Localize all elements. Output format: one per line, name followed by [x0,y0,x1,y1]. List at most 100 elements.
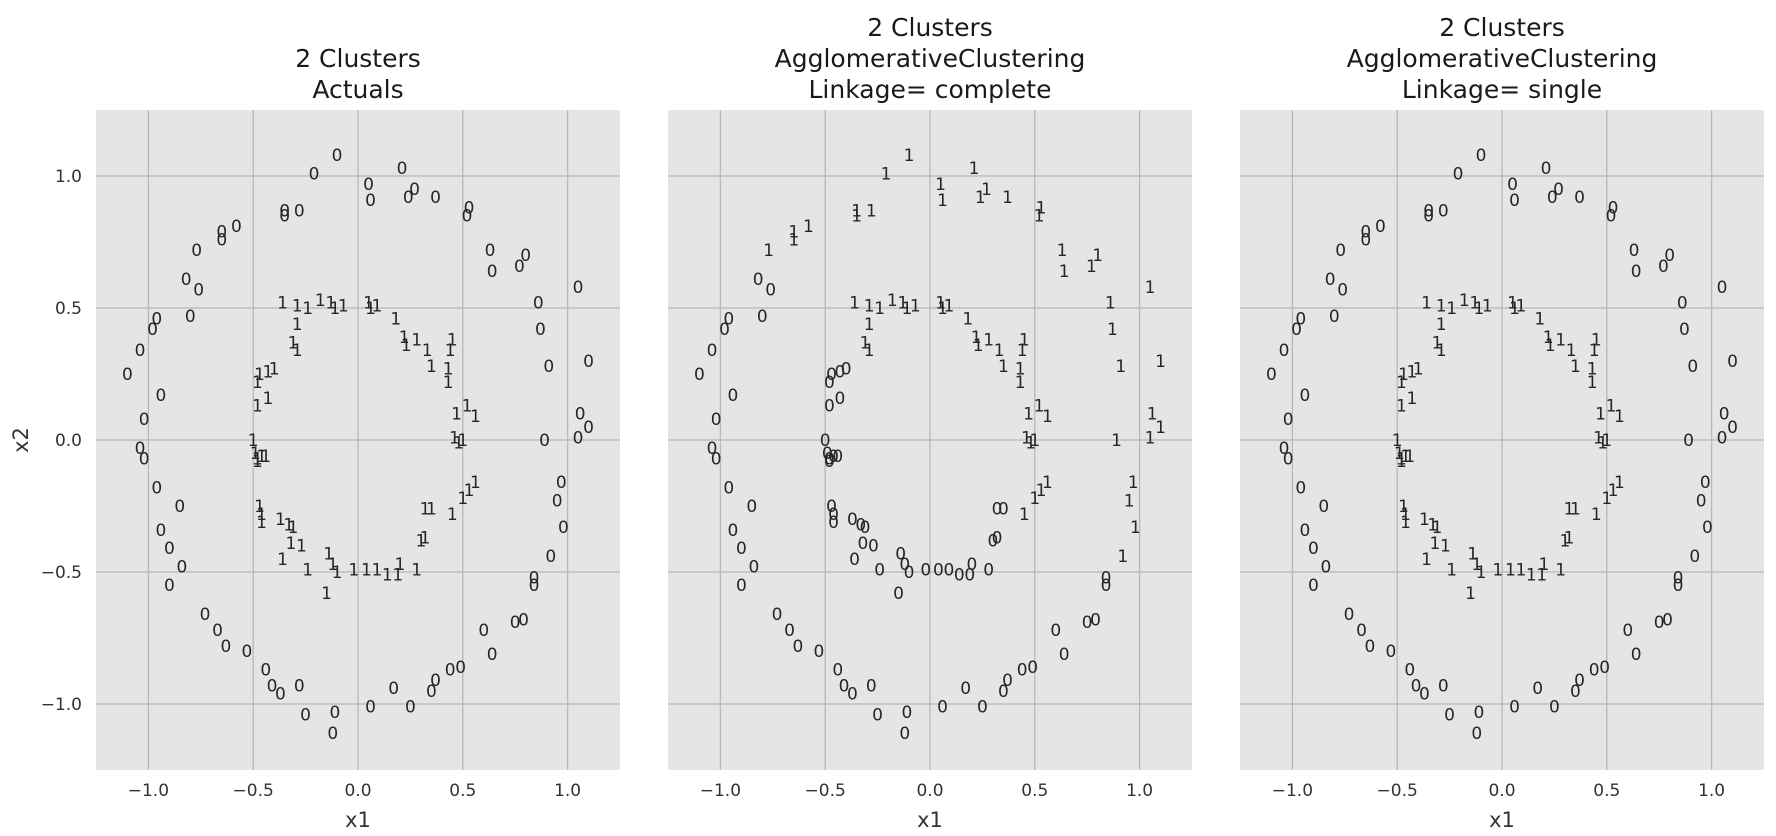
data-point-label-0: 0 [860,518,871,538]
chart-title-line: Linkage= complete [809,75,1052,104]
data-point-label-1: 1 [1564,500,1575,520]
data-point-label-1: 1 [470,407,481,427]
data-point-label-0: 0 [998,500,1009,520]
data-point-label-1: 1 [1021,428,1032,448]
x-tick-label: 1.0 [1126,781,1153,801]
x-tick-label: 0.5 [1593,781,1620,801]
data-point-label-0: 0 [1291,320,1302,340]
data-point-label-1: 1 [1036,199,1047,219]
data-point-label-1: 1 [904,146,915,166]
data-point-label-0: 0 [164,539,175,559]
data-point-label-1: 1 [910,296,921,316]
data-point-label-1: 1 [315,291,326,311]
data-point-label-0: 0 [1295,310,1306,330]
data-point-label-0: 0 [772,605,783,625]
data-point-label-1: 1 [277,294,288,314]
data-point-label-0: 0 [216,230,227,250]
data-point-label-0: 0 [920,560,931,580]
data-point-label-1: 1 [1396,449,1407,469]
data-point-label-0: 0 [231,217,242,237]
data-point-label-1: 1 [943,296,954,316]
data-point-label-0: 0 [543,357,554,377]
data-point-label-1: 1 [1614,473,1625,493]
x-tick-label: 0.5 [1021,781,1048,801]
data-point-label-0: 0 [583,352,594,372]
data-point-label-1: 1 [1555,331,1566,351]
data-point-label-1: 1 [443,373,454,393]
data-point-label-0: 0 [545,547,556,567]
data-point-label-1: 1 [1396,452,1407,472]
data-point-label-1: 1 [457,431,468,451]
data-point-label-1: 1 [1534,310,1545,330]
data-point-label-0: 0 [1325,270,1336,290]
data-point-label-1: 1 [1147,405,1158,425]
data-point-label-1: 1 [1400,513,1411,533]
data-point-label-1: 1 [447,505,458,525]
data-point-label-0: 0 [1101,568,1112,588]
data-point-label-0: 0 [736,539,747,559]
data-point-label-1: 1 [254,497,265,517]
data-point-label-1: 1 [887,291,898,311]
data-point-label-1: 1 [382,566,393,586]
data-point-label-1: 1 [392,566,403,586]
data-point-label-0: 0 [1423,207,1434,227]
data-point-label-0: 0 [556,473,567,493]
data-point-label-0: 0 [1375,217,1386,237]
data-point-label-1: 1 [1034,207,1045,227]
data-point-label-1: 1 [422,341,433,361]
data-point-label-0: 0 [1570,682,1581,702]
data-point-label-1: 1 [1505,560,1516,580]
data-point-label-0: 0 [529,568,540,588]
data-point-label-0: 0 [1411,677,1422,697]
data-point-label-0: 0 [1679,320,1690,340]
data-point-label-1: 1 [1145,428,1156,448]
data-point-label-0: 0 [960,679,971,699]
x-tick-label: 0.0 [1488,781,1515,801]
data-point-label-1: 1 [1115,357,1126,377]
data-point-label-1: 1 [1601,489,1612,509]
data-point-label-1: 1 [1587,373,1598,393]
data-point-label-1: 1 [1587,360,1598,380]
data-point-label-0: 0 [1727,418,1738,438]
data-point-label-1: 1 [252,373,263,393]
data-point-label-0: 0 [987,531,998,551]
data-point-label-1: 1 [411,331,422,351]
data-point-label-0: 0 [200,605,211,625]
data-point-label-1: 1 [1034,397,1045,417]
data-point-label-1: 1 [470,473,481,493]
data-point-label-0: 0 [1423,201,1434,221]
data-point-label-1: 1 [1570,500,1581,520]
data-point-label-1: 1 [1536,566,1547,586]
data-point-label-0: 0 [723,310,734,330]
data-point-label-1: 1 [1614,407,1625,427]
y-tick-label: −1.0 [41,695,82,715]
data-point-label-0: 0 [1702,518,1713,538]
data-point-label-0: 0 [826,365,837,385]
data-point-label-0: 0 [895,545,906,565]
data-point-label-0: 0 [330,703,341,723]
data-point-label-0: 0 [736,576,747,596]
data-point-label-1: 1 [1465,584,1476,604]
data-point-label-1: 1 [1025,434,1036,454]
data-point-label-0: 0 [1553,180,1564,200]
data-point-label-0: 0 [728,386,739,406]
data-point-label-0: 0 [749,558,760,578]
data-point-label-1: 1 [288,333,299,353]
data-point-label-0: 0 [487,645,498,665]
data-point-label-0: 0 [899,555,910,575]
data-point-label-0: 0 [332,146,343,166]
data-point-label-1: 1 [1057,241,1068,261]
data-point-label-0: 0 [1337,281,1348,301]
x-tick-label: −1.0 [700,781,741,801]
data-point-label-0: 0 [1673,568,1684,588]
data-point-label-0: 0 [267,677,278,697]
data-point-label-1: 1 [866,201,877,221]
data-point-label-0: 0 [405,698,416,718]
data-point-label-1: 1 [1597,434,1608,454]
data-point-label-0: 0 [1689,547,1700,567]
data-point-label-0: 0 [139,449,150,469]
data-point-label-0: 0 [893,584,904,604]
data-point-label-1: 1 [983,331,994,351]
data-point-label-1: 1 [269,360,280,380]
